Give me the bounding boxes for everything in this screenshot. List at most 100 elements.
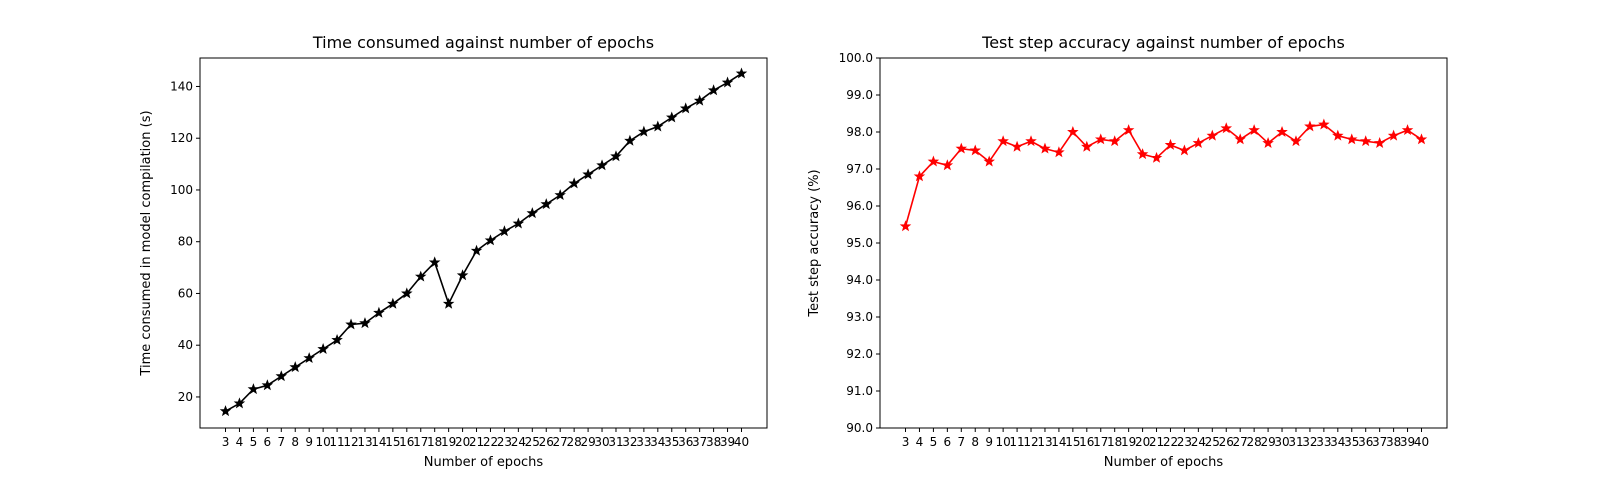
- y-tick-label: 40: [178, 338, 193, 352]
- x-tick-label: 28: [567, 435, 582, 449]
- x-tick-label: 22: [1163, 435, 1178, 449]
- x-tick-label: 31: [608, 435, 623, 449]
- x-tick-label: 6: [944, 435, 952, 449]
- x-tick-label: 34: [650, 435, 665, 449]
- y-axis-label: Test step accuracy (%): [807, 169, 822, 317]
- data-point-marker: [1206, 129, 1219, 141]
- x-tick-label: 10: [315, 435, 330, 449]
- x-tick-label: 14: [371, 435, 386, 449]
- x-tick-label: 40: [1414, 435, 1429, 449]
- data-point-marker: [997, 135, 1009, 147]
- data-point-marker: [303, 352, 315, 364]
- y-tick-label: 140: [170, 79, 193, 93]
- x-tick-label: 27: [553, 435, 568, 449]
- x-tick-label: 5: [930, 435, 938, 449]
- x-tick-label: 36: [1358, 435, 1373, 449]
- chart-2: Test step accuracy against number of epo…: [807, 33, 1448, 470]
- data-point-marker: [1039, 142, 1051, 154]
- x-tick-label: 26: [1219, 435, 1234, 449]
- data-point-marker: [442, 297, 455, 309]
- data-point-marker: [401, 287, 413, 299]
- data-point-marker: [1136, 148, 1149, 160]
- x-tick-label: 39: [1400, 435, 1415, 449]
- x-tick-label: 14: [1051, 435, 1066, 449]
- data-point-marker: [707, 84, 720, 96]
- x-tick-label: 24: [511, 435, 526, 449]
- x-tick-label: 30: [1274, 435, 1289, 449]
- y-axis-label: Time consumed in model compilation (s): [139, 110, 154, 376]
- data-point-marker: [540, 198, 553, 210]
- x-tick-label: 33: [1316, 435, 1331, 449]
- data-point-marker: [983, 155, 995, 167]
- data-point-marker: [1220, 122, 1233, 134]
- y-tick-label: 20: [178, 390, 193, 404]
- data-point-marker: [1178, 144, 1191, 156]
- x-axis-label: Number of epochs: [1104, 455, 1224, 470]
- data-point-marker: [219, 405, 232, 417]
- data-point-marker: [638, 125, 650, 137]
- data-point-marker: [955, 142, 968, 154]
- x-tick-label: 26: [539, 435, 554, 449]
- x-tick-label: 8: [971, 435, 979, 449]
- y-tick-label: 120: [170, 131, 193, 145]
- data-point-marker: [526, 207, 539, 219]
- x-tick-label: 29: [1260, 435, 1275, 449]
- x-tick-label: 8: [291, 435, 299, 449]
- data-point-marker: [652, 120, 664, 132]
- x-tick-label: 29: [580, 435, 595, 449]
- x-tick-label: 37: [1372, 435, 1387, 449]
- data-point-marker: [1025, 135, 1037, 147]
- data-point-marker: [1262, 137, 1274, 149]
- x-tick-label: 7: [957, 435, 965, 449]
- data-point-marker: [1401, 124, 1414, 136]
- data-point-marker: [582, 168, 594, 180]
- y-tick-label: 60: [178, 286, 193, 300]
- data-point-marker: [596, 159, 608, 171]
- data-point-marker: [359, 317, 371, 329]
- x-tick-label: 23: [1177, 435, 1192, 449]
- x-tick-label: 38: [706, 435, 721, 449]
- data-point-marker: [665, 111, 678, 123]
- data-point-marker: [721, 76, 734, 88]
- data-point-marker: [693, 94, 706, 106]
- data-point-marker: [1067, 125, 1079, 137]
- y-tick-label: 80: [178, 235, 193, 249]
- x-tick-label: 3: [222, 435, 230, 449]
- y-tick-label: 99.0: [846, 88, 873, 102]
- data-point-marker: [1359, 135, 1372, 147]
- x-tick-label: 12: [343, 435, 358, 449]
- data-point-marker: [1053, 146, 1065, 158]
- data-point-marker: [1415, 133, 1428, 145]
- data-point-marker: [624, 134, 636, 146]
- x-tick-label: 39: [720, 435, 735, 449]
- data-point-marker: [1373, 137, 1386, 149]
- y-tick-label: 95.0: [846, 236, 873, 250]
- data-point-marker: [1150, 151, 1163, 163]
- x-tick-label: 27: [1233, 435, 1248, 449]
- x-tick-label: 15: [385, 435, 400, 449]
- y-tick-label: 90.0: [846, 421, 873, 435]
- data-point-marker: [1011, 140, 1023, 152]
- chart-title: Test step accuracy against number of epo…: [981, 33, 1345, 52]
- data-point-marker: [512, 217, 525, 229]
- data-point-marker: [1345, 133, 1358, 145]
- x-tick-label: 19: [1121, 435, 1136, 449]
- x-tick-label: 17: [1093, 435, 1108, 449]
- data-point-marker: [735, 67, 748, 79]
- y-tick-label: 94.0: [846, 273, 873, 287]
- data-point-marker: [498, 225, 511, 237]
- data-point-marker: [247, 383, 260, 395]
- x-tick-label: 21: [1149, 435, 1164, 449]
- x-tick-label: 36: [678, 435, 693, 449]
- y-tick-label: 100: [170, 183, 193, 197]
- x-tick-label: 32: [1302, 435, 1317, 449]
- data-point-marker: [1304, 120, 1316, 132]
- data-point-marker: [456, 269, 469, 281]
- x-tick-label: 25: [1205, 435, 1220, 449]
- y-tick-label: 93.0: [846, 310, 873, 324]
- y-tick-label: 96.0: [846, 199, 873, 213]
- y-tick-label: 100.0: [839, 51, 873, 65]
- data-point-marker: [428, 256, 441, 268]
